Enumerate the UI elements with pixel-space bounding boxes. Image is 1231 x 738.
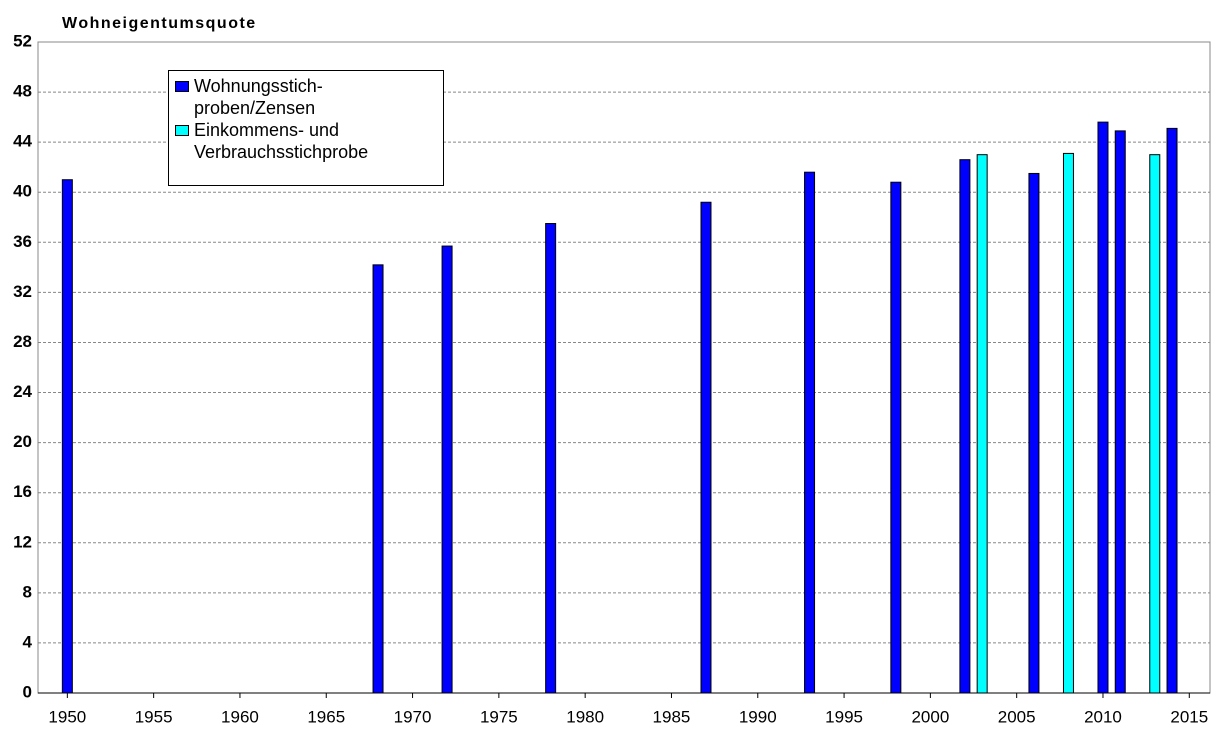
x-tick-label: 1990 xyxy=(739,707,777,726)
bar xyxy=(1097,121,1109,694)
x-tick-label: 1955 xyxy=(135,707,173,726)
legend-item: Einkommens- und Verbrauchsstichprobe xyxy=(175,119,437,163)
x-tick-label: 1995 xyxy=(825,707,863,726)
bar xyxy=(1062,152,1074,694)
legend-label: Wohnungsstich- proben/Zensen xyxy=(194,76,323,118)
y-tick-label: 40 xyxy=(13,182,32,201)
bar xyxy=(1114,130,1126,694)
x-tick-label: 1970 xyxy=(394,707,432,726)
bar xyxy=(1149,154,1161,694)
y-tick-label: 20 xyxy=(13,432,32,451)
y-tick-label: 12 xyxy=(13,532,32,551)
chart-title: Wohneigentumsquote xyxy=(62,15,257,32)
y-tick-label: 0 xyxy=(23,682,32,701)
legend-item: Wohnungsstich- proben/Zensen xyxy=(175,75,437,119)
y-tick-label: 16 xyxy=(13,482,32,501)
bar xyxy=(890,181,902,694)
y-tick-label: 44 xyxy=(13,132,32,151)
bar xyxy=(1028,172,1040,694)
bar xyxy=(700,201,712,694)
x-tick-label: 1985 xyxy=(653,707,691,726)
x-tick-label: 1975 xyxy=(480,707,518,726)
legend-swatch xyxy=(175,81,189,92)
y-tick-label: 8 xyxy=(23,582,32,601)
x-tick-label: 1965 xyxy=(307,707,345,726)
bar xyxy=(959,159,971,694)
bar xyxy=(1166,127,1178,694)
bar xyxy=(804,171,816,694)
bar xyxy=(441,245,453,694)
y-tick-label: 4 xyxy=(23,632,33,651)
x-tick-label: 1950 xyxy=(48,707,86,726)
x-tick-label: 2015 xyxy=(1170,707,1208,726)
y-tick-label: 28 xyxy=(13,332,32,351)
bar xyxy=(976,154,988,694)
y-tick-label: 36 xyxy=(13,232,32,251)
legend-label: Einkommens- und Verbrauchsstichprobe xyxy=(194,120,369,162)
x-tick-label: 1960 xyxy=(221,707,259,726)
y-tick-label: 48 xyxy=(13,82,32,101)
x-tick-label: 1980 xyxy=(566,707,604,726)
x-tick-label: 2005 xyxy=(998,707,1036,726)
x-tick-label: 2010 xyxy=(1084,707,1122,726)
y-tick-label: 52 xyxy=(13,31,32,50)
bar xyxy=(372,264,384,694)
bar xyxy=(61,179,73,694)
x-tick-label: 2000 xyxy=(911,707,949,726)
y-tick-label: 24 xyxy=(13,382,32,401)
bar xyxy=(545,223,557,694)
legend: Wohnungsstich- proben/Zensen Einkommens- … xyxy=(168,70,444,186)
y-tick-label: 32 xyxy=(13,282,32,301)
legend-swatch xyxy=(175,125,189,136)
